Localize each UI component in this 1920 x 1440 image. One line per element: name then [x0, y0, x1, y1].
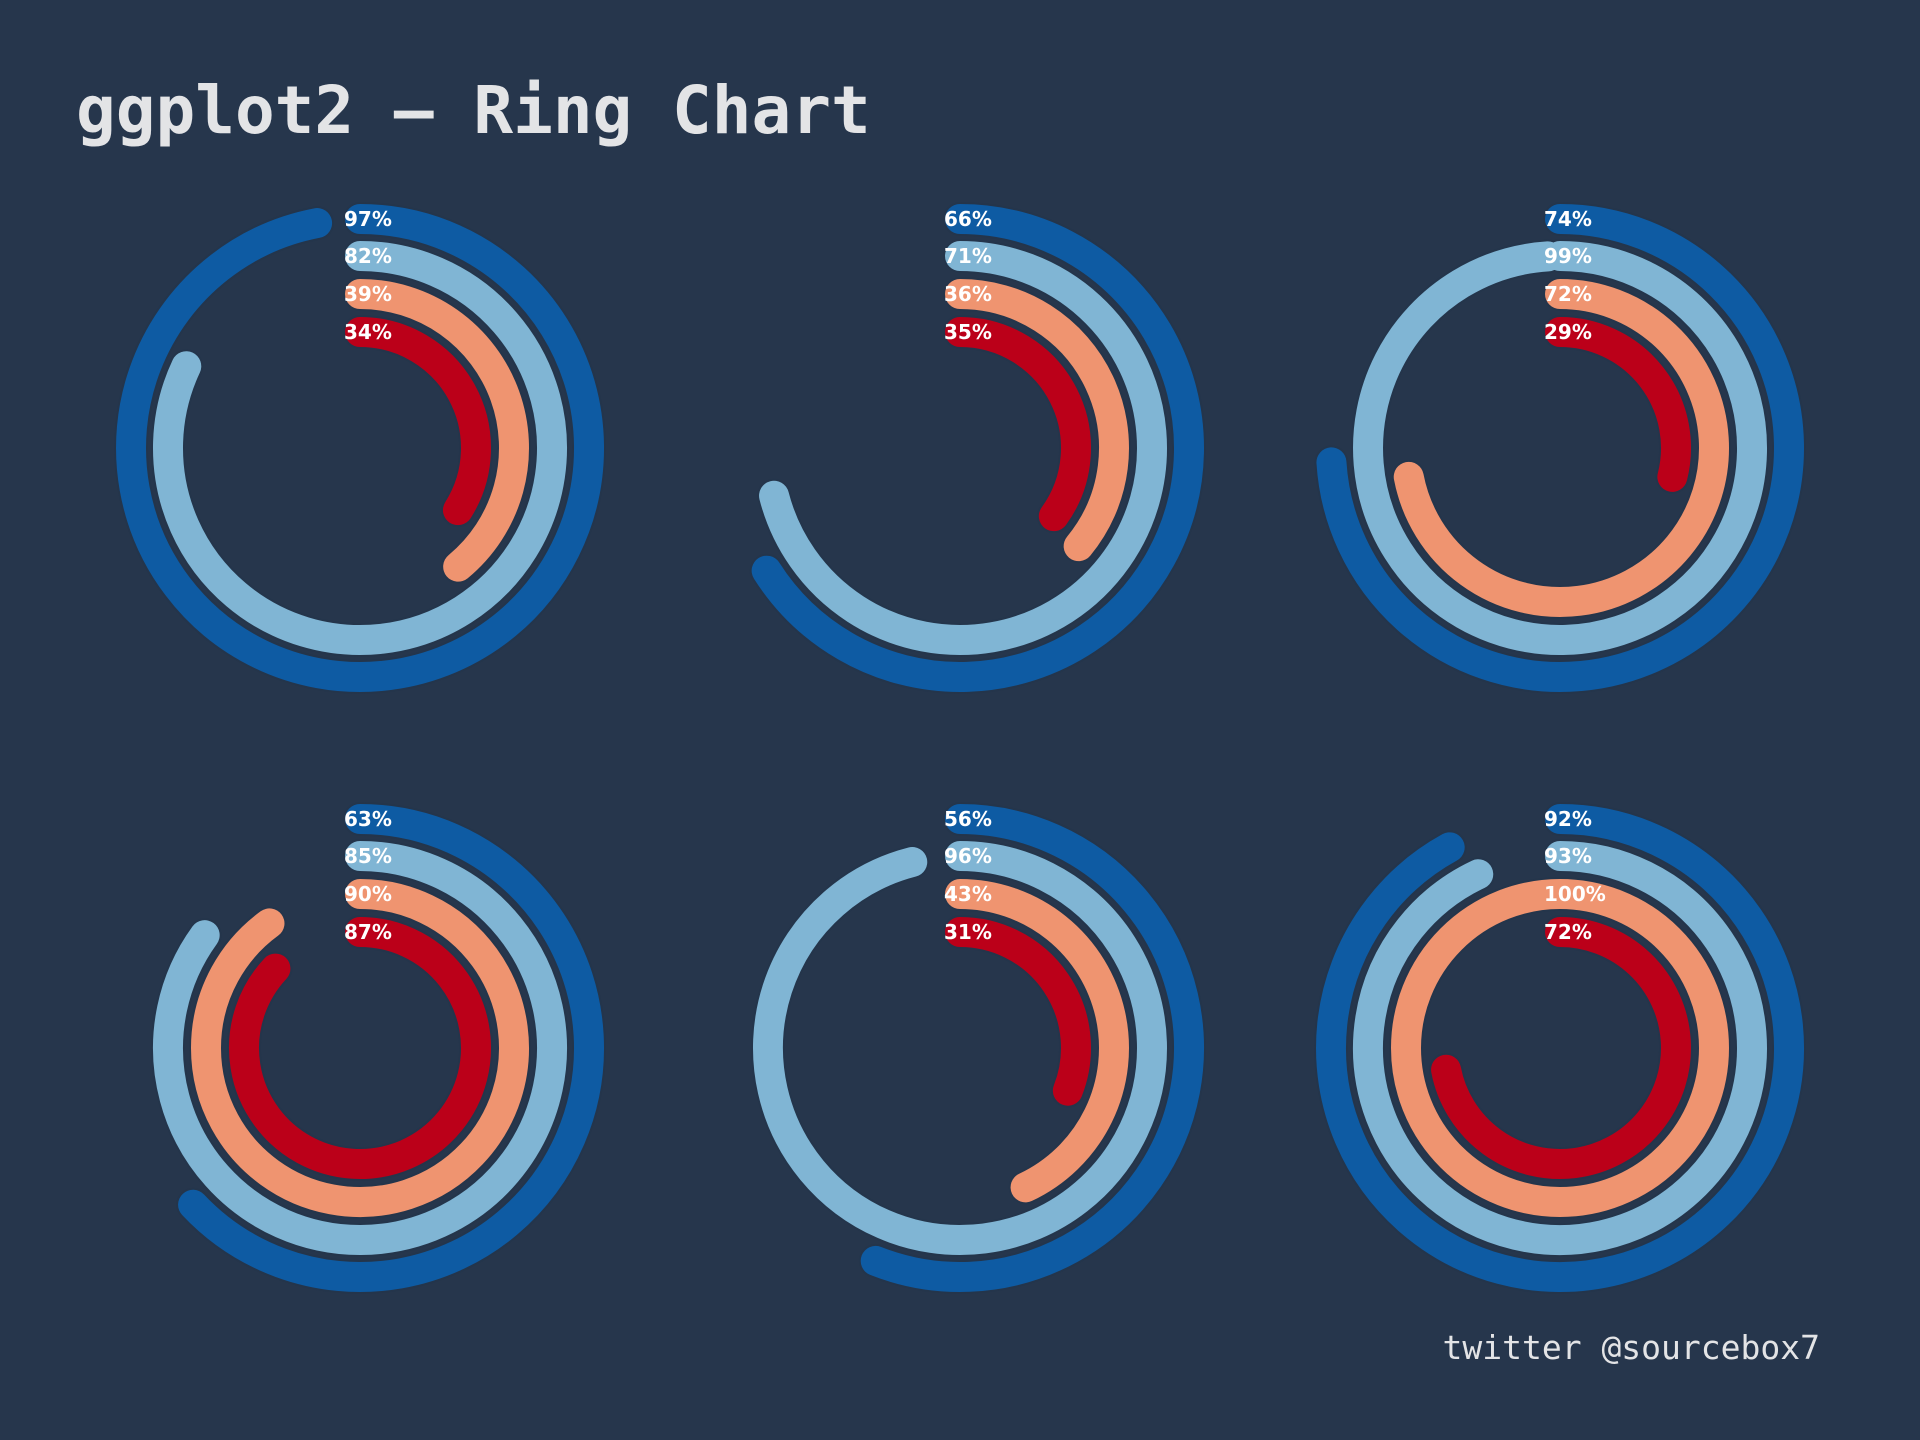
ring-arc: [114, 202, 606, 694]
ring-arc: [176, 802, 606, 1294]
ring-panel-5: 56% 96% 43% 31%: [750, 802, 1206, 1294]
value-label: 71%: [944, 244, 992, 268]
ring-arc: [943, 877, 1131, 1205]
ring-panel-1: 97% 82% 39% 34%: [114, 202, 606, 694]
ring-arc: [151, 239, 569, 657]
value-label: 63%: [344, 807, 392, 831]
ring-arc: [1429, 915, 1693, 1181]
value-label: 93%: [1544, 844, 1592, 868]
value-label: 74%: [1544, 207, 1592, 231]
ring-panel-6: 92% 93% 100% 72%: [1314, 802, 1806, 1294]
value-label: 96%: [944, 844, 992, 868]
value-label: 36%: [944, 282, 992, 306]
ring-arc: [227, 915, 493, 1181]
ring-arc: [943, 277, 1131, 564]
ring-arc: [858, 802, 1206, 1294]
caption: twitter @sourcebox7: [1442, 1328, 1821, 1367]
value-label: 31%: [944, 920, 992, 944]
value-label: 43%: [944, 882, 992, 906]
value-label: 97%: [344, 207, 392, 231]
ring-arc: [1350, 839, 1769, 1257]
value-label: 34%: [344, 320, 392, 344]
value-label: 72%: [1544, 282, 1592, 306]
ring-panel-3: 74% 99% 72% 29%: [1314, 202, 1806, 694]
ring-arc: [1314, 802, 1806, 1294]
ring-arc: [943, 915, 1093, 1108]
ring-arc: [1389, 877, 1731, 1220]
value-label: 100%: [1544, 882, 1606, 906]
value-label: 66%: [944, 207, 992, 231]
ring-arc: [750, 839, 1169, 1257]
ring-arc: [749, 202, 1206, 694]
ring-arc: [757, 239, 1169, 657]
value-label: 90%: [344, 882, 392, 906]
ring-arc: [1543, 315, 1693, 494]
value-label: 87%: [344, 920, 392, 944]
value-label: 39%: [344, 282, 392, 306]
ring-arc: [1351, 239, 1769, 657]
value-label: 29%: [1544, 320, 1592, 344]
page-title: ggplot2 – Ring Chart: [76, 72, 871, 149]
value-label: 99%: [1544, 244, 1592, 268]
ring-arc: [1391, 277, 1731, 619]
value-label: 92%: [1544, 807, 1592, 831]
ring-arc: [189, 877, 531, 1219]
ring-arc: [151, 839, 569, 1257]
ring-arc: [1314, 202, 1806, 694]
value-label: 56%: [944, 807, 992, 831]
ring-arc: [343, 277, 531, 584]
value-label: 85%: [344, 844, 392, 868]
ring-panel-2: 66% 71% 36% 35%: [749, 202, 1206, 694]
value-label: 82%: [344, 244, 392, 268]
value-label: 35%: [944, 320, 992, 344]
ring-arc: [343, 315, 493, 528]
ring-panel-4: 63% 85% 90% 87%: [151, 802, 606, 1294]
value-label: 72%: [1544, 920, 1592, 944]
ring-arc: [943, 315, 1093, 534]
